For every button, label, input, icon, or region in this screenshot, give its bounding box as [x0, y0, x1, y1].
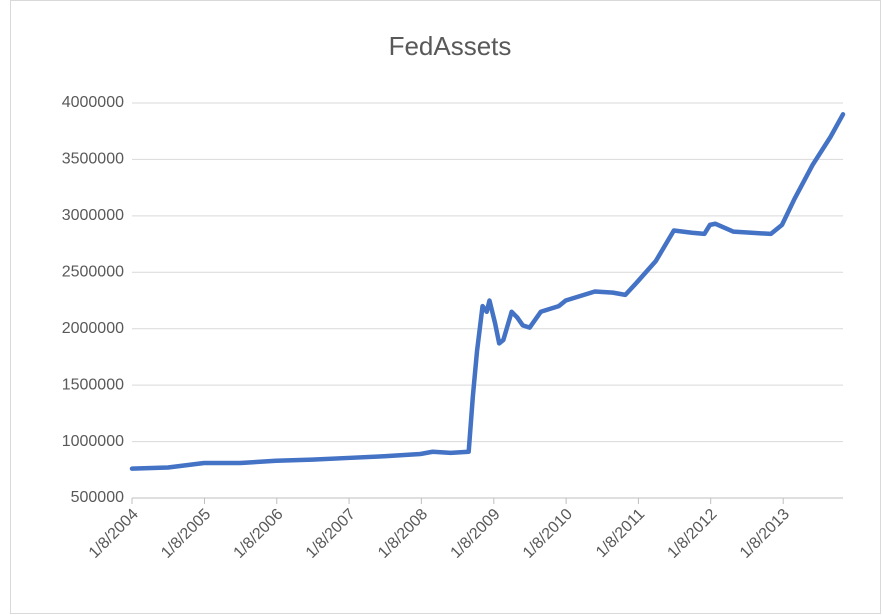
y-tick-label: 1500000 — [62, 376, 124, 393]
y-tick-label: 500000 — [71, 489, 124, 506]
y-tick-label: 2000000 — [62, 320, 124, 337]
y-tick-label: 4000000 — [62, 94, 124, 111]
data-line — [129, 112, 846, 471]
y-tick-label: 3500000 — [62, 151, 124, 168]
chart-border — [10, 0, 881, 614]
y-tick-label: 3000000 — [62, 207, 124, 224]
y-tick-label: 2500000 — [62, 264, 124, 281]
chart-title: FedAssets — [389, 31, 512, 61]
y-tick-label: 1000000 — [62, 433, 124, 450]
